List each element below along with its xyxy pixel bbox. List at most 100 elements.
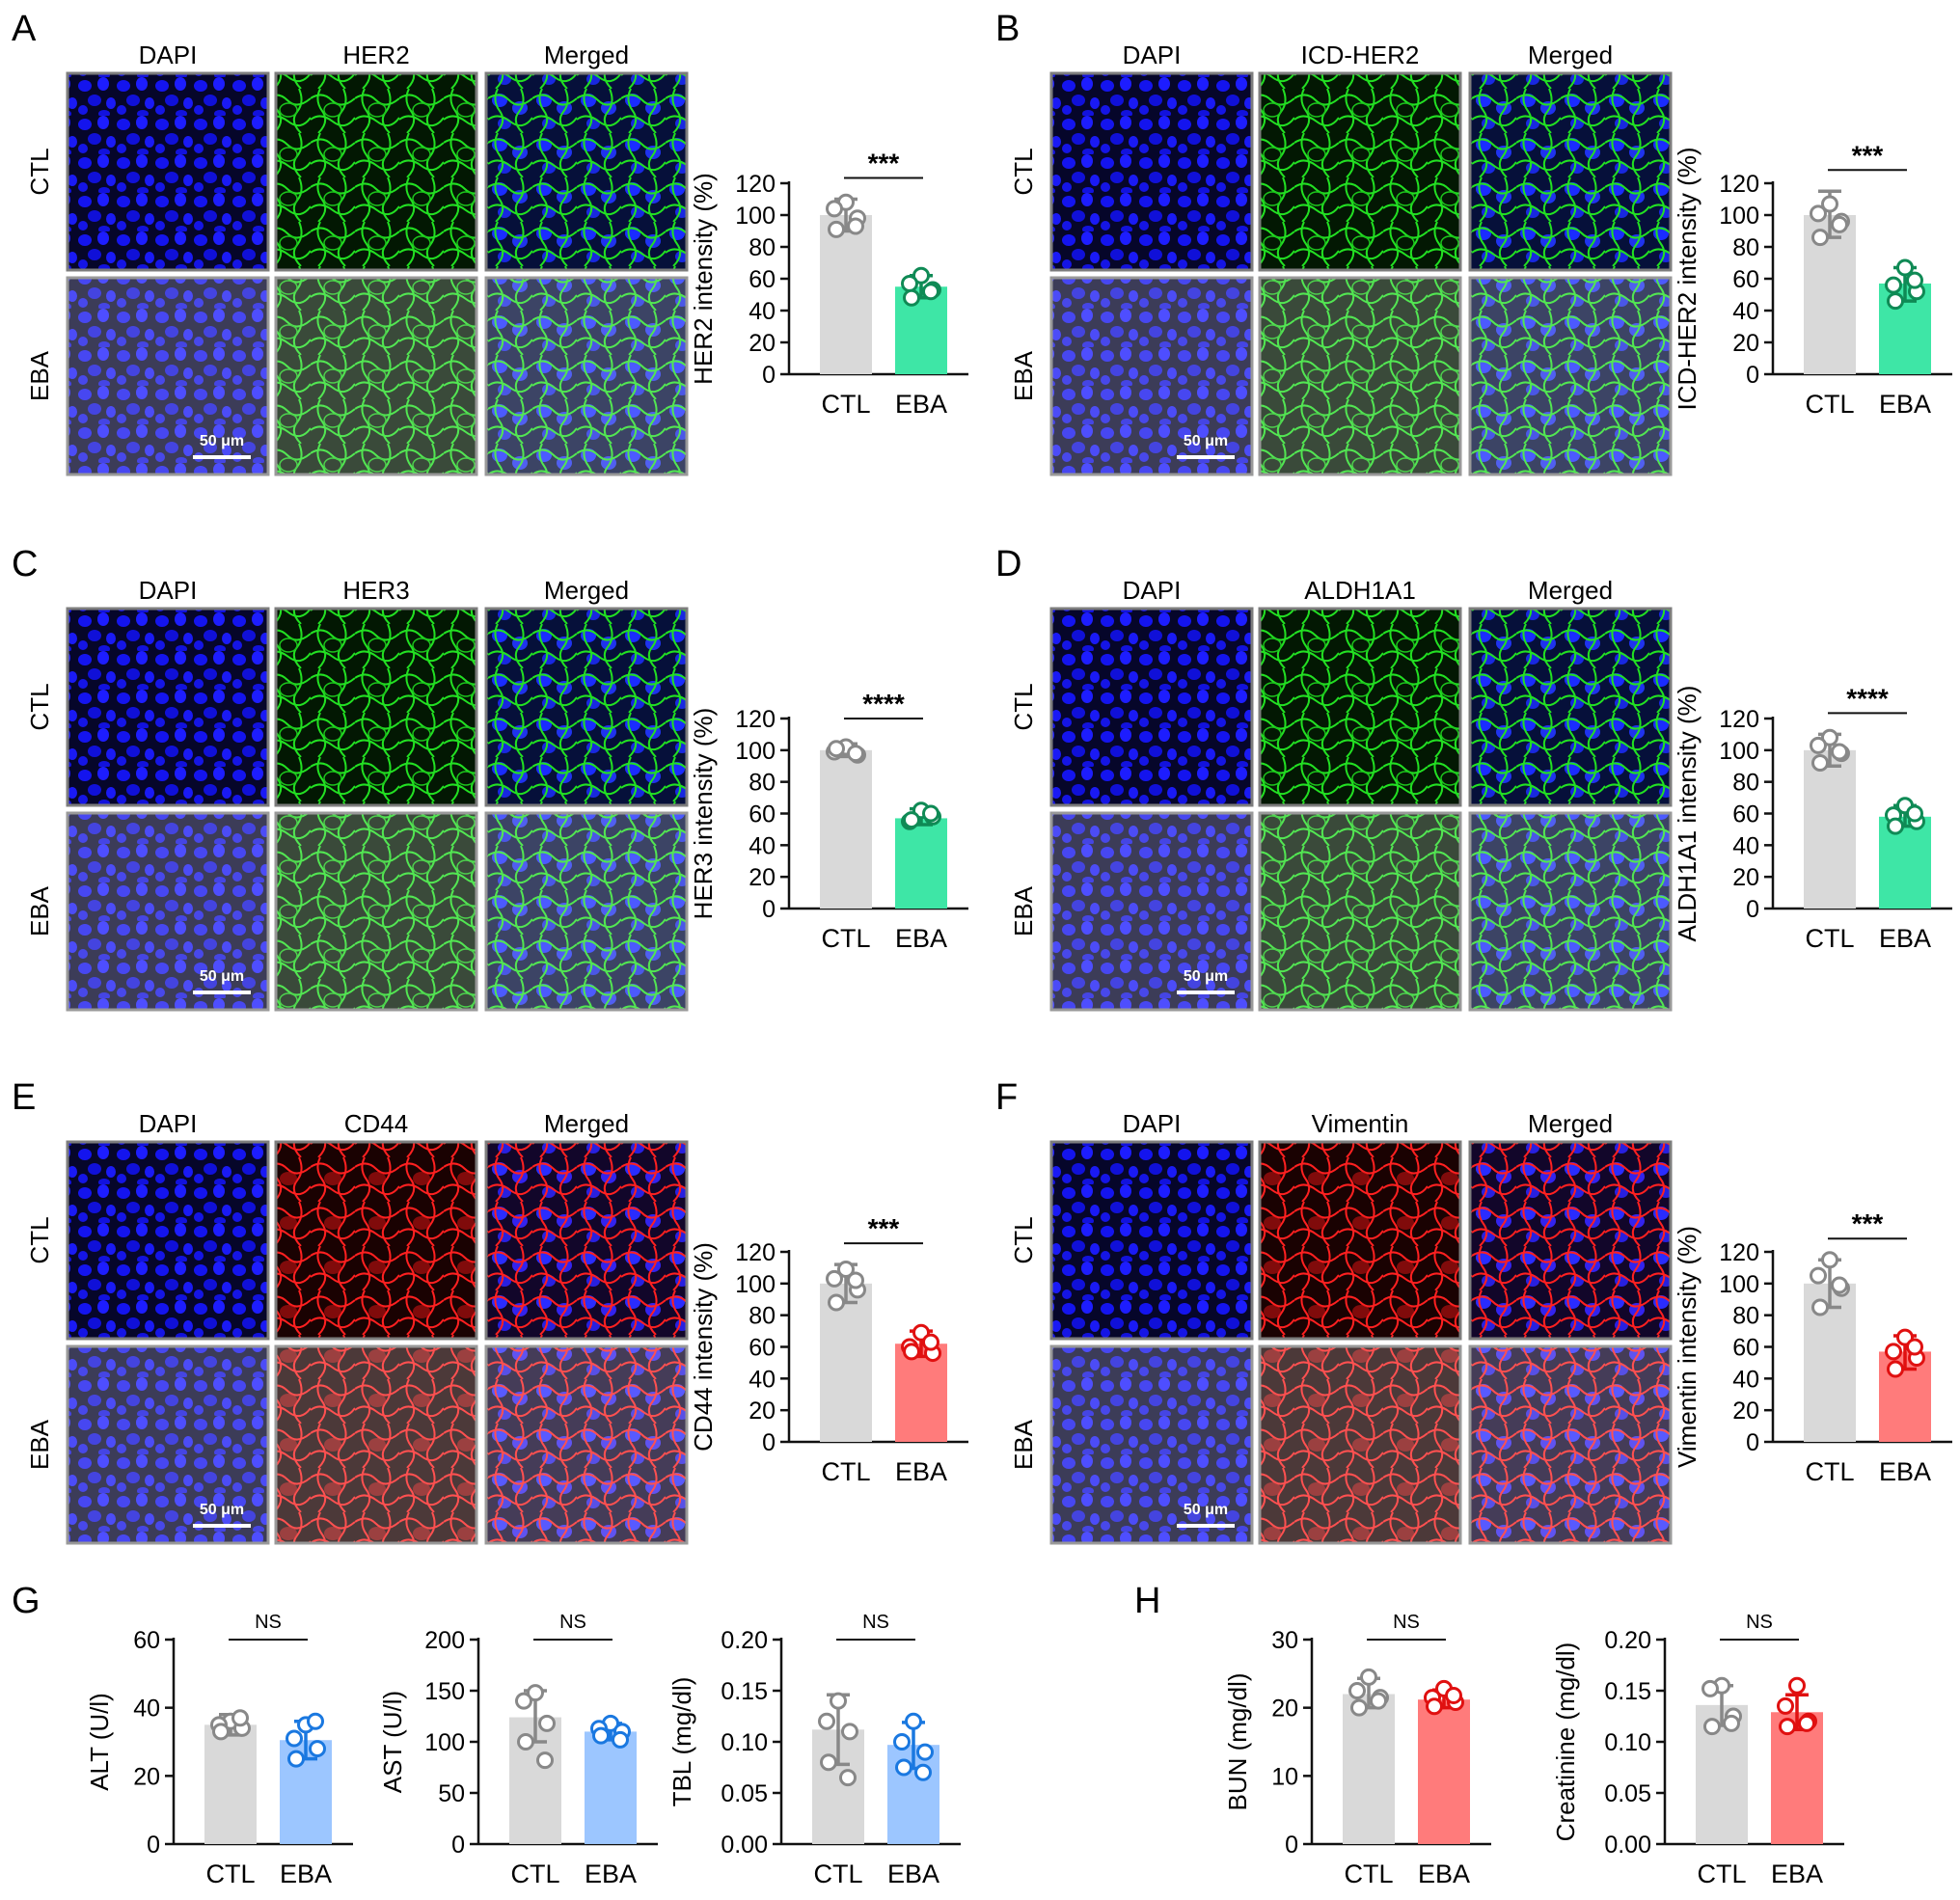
- micrograph-panel-c: C DAPI HER3 Merged CTL EBA 50 μm: [12, 544, 689, 1012]
- column-title: DAPI: [139, 576, 198, 605]
- data-point: [286, 1729, 303, 1748]
- y-tick-label: 0: [451, 1832, 465, 1859]
- data-point: [1798, 1714, 1815, 1732]
- data-point: [847, 217, 864, 235]
- y-tick-label: 20: [749, 864, 776, 891]
- y-tick-label: 100: [1719, 1271, 1759, 1298]
- micrograph-image: [66, 276, 270, 476]
- data-point: [1811, 229, 1829, 247]
- column-title: DAPI: [1123, 576, 1182, 605]
- column-title: DAPI: [1123, 41, 1182, 69]
- y-tick-label: 0: [762, 362, 776, 389]
- x-tick-label: EBA: [1879, 390, 1931, 419]
- bar-eba: [1418, 1699, 1470, 1844]
- data-point: [903, 288, 920, 307]
- y-tick-label: 0: [1285, 1832, 1298, 1859]
- bar-ctl: [1804, 215, 1856, 374]
- bar-chart-4: 0 20 40 60 80 100 120 ALDH1A1 intensity (%) CTL E…: [1673, 683, 1952, 953]
- data-point: [592, 1726, 610, 1745]
- significance-label: NS: [1393, 1612, 1420, 1633]
- micrograph-image: [1468, 1344, 1673, 1545]
- data-point: [893, 1733, 911, 1751]
- data-point: [1831, 1276, 1848, 1294]
- data-point: [1821, 728, 1838, 746]
- y-tick-label: 40: [749, 1366, 776, 1393]
- column-title: ALDH1A1: [1304, 576, 1416, 605]
- data-point: [820, 1753, 837, 1772]
- row-label: CTL: [25, 683, 54, 730]
- y-tick-label: 60: [1732, 1335, 1759, 1362]
- data-point: [1821, 195, 1838, 213]
- data-point: [517, 1733, 534, 1751]
- y-tick-label: 0: [1746, 1429, 1759, 1456]
- scale-bar-label: 50 μm: [1184, 1502, 1228, 1518]
- x-tick-label: CTL: [205, 1859, 255, 1888]
- data-point: [1811, 753, 1829, 772]
- data-point: [826, 1269, 843, 1288]
- micrograph-image: [1049, 607, 1254, 807]
- data-point: [536, 1751, 554, 1770]
- micrograph-image: [66, 607, 270, 807]
- y-tick-label: 60: [749, 266, 776, 293]
- micrograph-image: [1258, 71, 1462, 272]
- x-tick-label: CTL: [1697, 1859, 1746, 1888]
- data-point: [1701, 1679, 1719, 1697]
- y-tick-label: 20: [749, 1398, 776, 1425]
- significance-label: ***: [1852, 1208, 1884, 1238]
- y-tick-label: 60: [1732, 266, 1759, 293]
- micrograph-image: [484, 71, 689, 272]
- data-point: [839, 1769, 857, 1787]
- data-point: [1810, 1266, 1827, 1285]
- x-tick-label: CTL: [821, 924, 870, 953]
- x-tick-label: CTL: [1805, 924, 1854, 953]
- y-tick-label: 0: [762, 896, 776, 923]
- micrograph-panel-a: A DAPI HER2 Merged CTL EBA 50 μm: [12, 9, 689, 476]
- bar-ctl: [1343, 1694, 1395, 1844]
- panel-letter: A: [12, 9, 37, 49]
- column-title: Merged: [544, 576, 629, 605]
- data-point: [1811, 1298, 1829, 1316]
- y-tick-label: 20: [1732, 1398, 1759, 1425]
- micrograph-image: [1468, 607, 1673, 807]
- x-tick-label: EBA: [1418, 1859, 1470, 1888]
- micrograph-image: [66, 811, 270, 1012]
- data-point: [922, 804, 939, 823]
- data-point: [1887, 292, 1904, 311]
- data-point: [826, 200, 843, 218]
- y-tick-label: 120: [1719, 171, 1759, 198]
- y-tick-label: 0: [1746, 362, 1759, 389]
- bar-ctl: [204, 1724, 257, 1844]
- bar-ctl: [1804, 749, 1856, 909]
- data-point: [1810, 736, 1827, 754]
- row-label: CTL: [1009, 1216, 1038, 1263]
- panel-letter: F: [995, 1077, 1018, 1118]
- column-title: DAPI: [139, 41, 198, 69]
- micrograph-panel-d: D DAPI ALDH1A1 Merged CTL EBA 50 μm: [995, 544, 1673, 1012]
- significance-label: ****: [1846, 683, 1889, 713]
- data-point: [1887, 1360, 1904, 1378]
- y-tick-label: 80: [749, 1303, 776, 1330]
- column-title: HER3: [342, 576, 409, 605]
- bar-ctl: [820, 749, 872, 909]
- micrograph-image: [1468, 276, 1673, 476]
- y-tick-label: 20: [1732, 864, 1759, 891]
- column-title: DAPI: [139, 1109, 198, 1138]
- micrograph-image: [274, 71, 478, 272]
- y-tick-label: 30: [1271, 1627, 1298, 1654]
- panel-letter: B: [995, 9, 1020, 49]
- y-tick-label: 80: [749, 234, 776, 261]
- column-title: DAPI: [1123, 1109, 1182, 1138]
- y-tick-label: 0.05: [721, 1780, 768, 1807]
- data-point: [1906, 804, 1923, 823]
- y-tick-label: 60: [749, 1335, 776, 1362]
- data-point: [1703, 1718, 1721, 1736]
- y-tick-label: 120: [735, 1239, 776, 1266]
- y-tick-label: 100: [1719, 738, 1759, 765]
- scale-bar: [193, 991, 251, 994]
- micrograph-image: [484, 1344, 689, 1545]
- y-tick-label: 80: [749, 770, 776, 797]
- micrograph-image: [1258, 1140, 1462, 1341]
- column-title: CD44: [344, 1109, 408, 1138]
- row-label: CTL: [1009, 683, 1038, 730]
- bar-chart-5: 0 20 40 60 80 100 120 CD44 intensity (%) CTL EBA *…: [689, 1213, 968, 1486]
